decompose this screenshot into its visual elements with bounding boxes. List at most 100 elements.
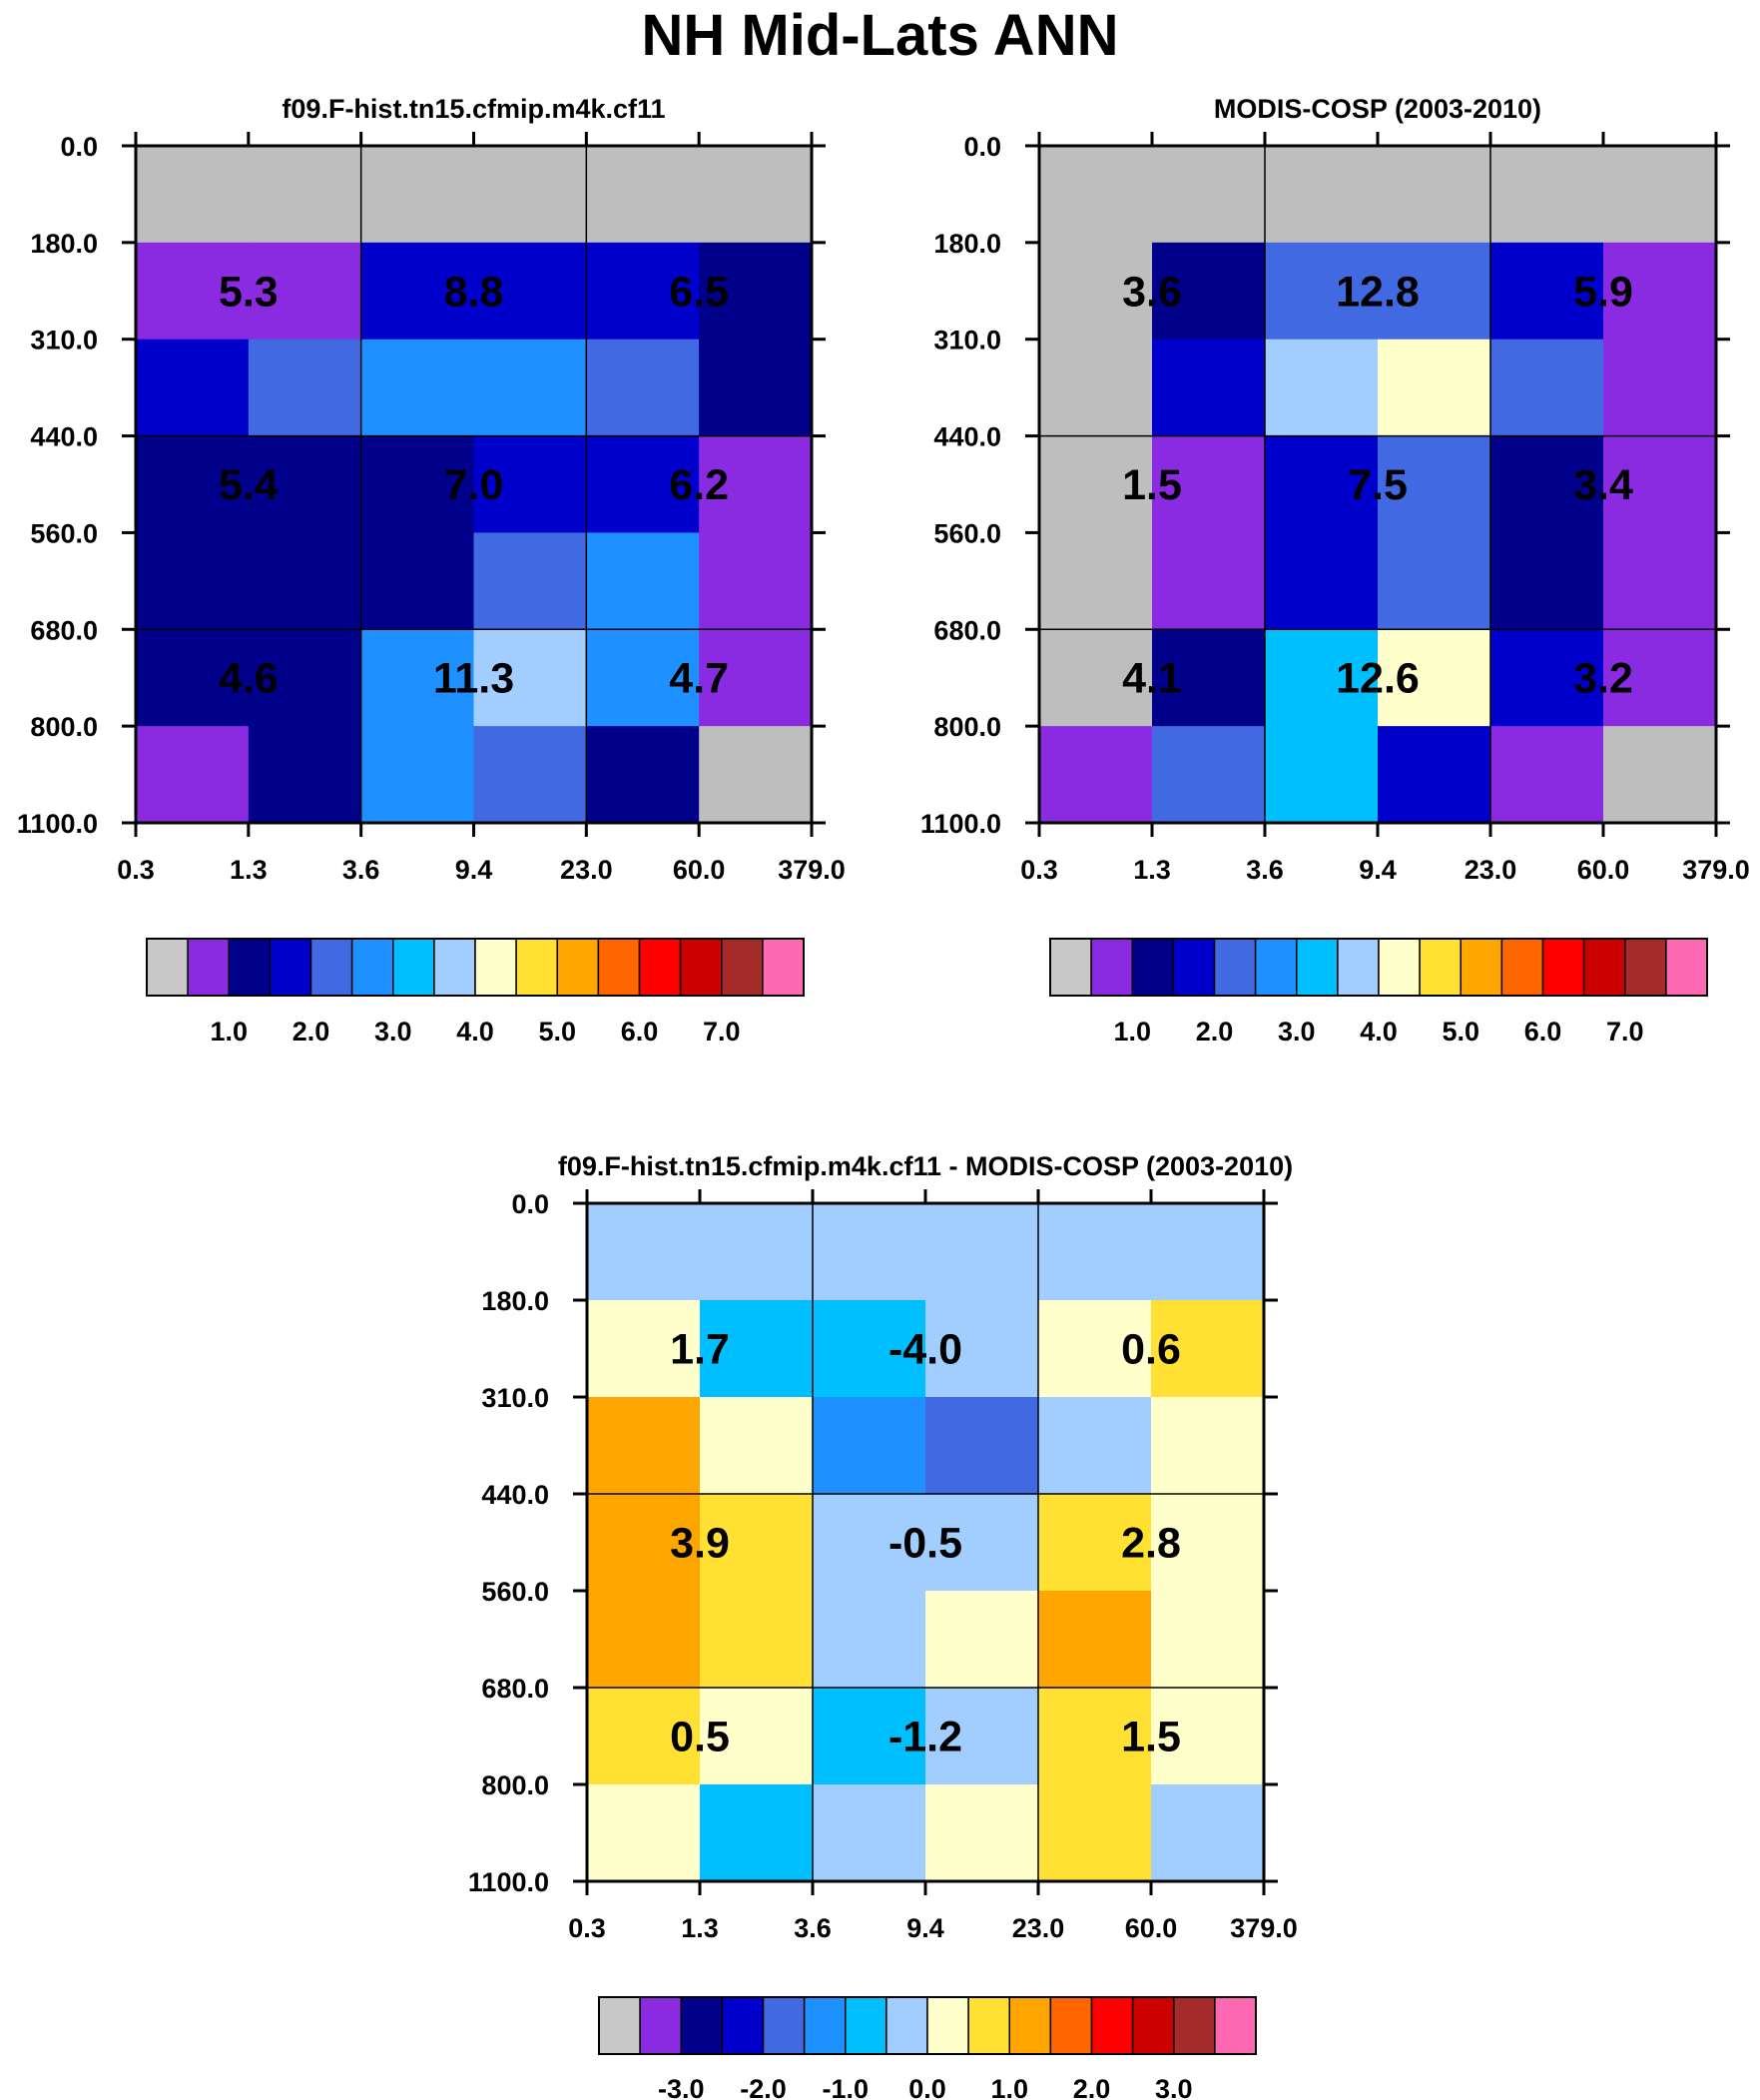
colorbar-swatch xyxy=(1173,1996,1216,2055)
y-tick-label: 680.0 xyxy=(933,615,1001,645)
colorbar-swatch xyxy=(1213,938,1257,997)
heatmap-cell xyxy=(699,532,813,630)
heatmap-cell xyxy=(1378,726,1491,824)
x-tick-label: 1.3 xyxy=(1133,855,1171,885)
colorbar-label: 3.0 xyxy=(374,1017,412,1047)
heatmap-cell xyxy=(1039,339,1153,437)
heatmap-cell xyxy=(587,1203,701,1301)
heatmap-cell xyxy=(700,1494,814,1592)
heatmap-cell xyxy=(587,1300,701,1398)
value-annotation: 12.8 xyxy=(1336,268,1420,316)
heatmap-cell xyxy=(1265,146,1379,244)
colorbar-label: 5.0 xyxy=(1442,1017,1479,1047)
colorbar-swatch xyxy=(556,938,600,997)
heatmap-cell xyxy=(1152,726,1266,824)
y-tick-label: 1100.0 xyxy=(920,809,1001,839)
colorbar-label: 2.0 xyxy=(1073,2074,1111,2100)
heatmap-cell xyxy=(1152,339,1266,437)
heatmap-cell xyxy=(700,1784,814,1882)
colorbar-swatch xyxy=(1131,938,1175,997)
colorbar-swatch xyxy=(1378,938,1421,997)
colorbar-swatch xyxy=(1254,938,1298,997)
colorbar-swatch xyxy=(474,938,517,997)
heatmap-cell xyxy=(1038,1688,1152,1785)
heatmap-cell xyxy=(136,146,250,244)
heatmap-cell xyxy=(586,726,700,824)
heatmap-cell xyxy=(1038,1203,1152,1301)
y-tick-label: 680.0 xyxy=(481,1674,549,1704)
colorbar-label: 4.0 xyxy=(1360,1017,1398,1047)
colorbar-swatch xyxy=(1049,1996,1093,2055)
colorbar-swatch xyxy=(638,938,682,997)
heatmap-cell xyxy=(1265,339,1379,437)
colorbar-swatch xyxy=(1131,1996,1175,2055)
colorbar-label: 2.0 xyxy=(293,1017,330,1047)
y-tick-label: 310.0 xyxy=(933,326,1001,355)
heatmap-cell xyxy=(587,1784,701,1882)
colorbar-swatch xyxy=(762,938,805,997)
colorbar-swatch xyxy=(515,938,558,997)
heatmap-cell xyxy=(248,532,362,630)
colorbar-swatch xyxy=(680,1996,724,2055)
heatmap-cell xyxy=(925,1300,1039,1398)
value-annotation: 3.9 xyxy=(670,1520,730,1568)
colorbar-label: 1.0 xyxy=(990,2074,1028,2100)
heatmap-cell xyxy=(1151,1494,1265,1592)
heatmap-cell xyxy=(1151,1203,1265,1301)
heatmap-cell xyxy=(1038,1591,1152,1689)
colorbar-swatch xyxy=(1460,938,1503,997)
heatmap-cell xyxy=(813,1688,926,1785)
heatmap-cell xyxy=(360,532,475,630)
colorbar-label: 6.0 xyxy=(621,1017,659,1047)
colorbar-swatch xyxy=(1541,938,1585,997)
heatmap-cell xyxy=(473,242,587,341)
heatmap-cell xyxy=(1152,532,1266,630)
value-annotation: 3.6 xyxy=(1122,268,1182,316)
heatmap-cell xyxy=(1039,435,1153,534)
heatmap-cell xyxy=(1378,146,1491,244)
colorbar-swatch xyxy=(1296,938,1339,997)
heatmap-cell xyxy=(1603,629,1717,727)
heatmap-cell xyxy=(813,1397,926,1495)
value-annotation: 6.2 xyxy=(669,461,729,509)
x-tick-label: 23.0 xyxy=(1465,855,1517,885)
heatmap-cell xyxy=(248,146,362,244)
heatmap-cell xyxy=(248,242,362,341)
value-annotation: 8.8 xyxy=(444,268,504,316)
heatmap-cell xyxy=(1151,1688,1265,1785)
heatmap-cell xyxy=(1038,1397,1152,1495)
colorbar-swatch xyxy=(1049,938,1092,997)
colorbar-swatch xyxy=(1500,938,1544,997)
heatmap-cell xyxy=(1039,532,1153,630)
y-tick-label: 0.0 xyxy=(511,1189,549,1219)
heatmap-cell xyxy=(699,629,813,727)
heatmap-cell xyxy=(700,1397,814,1495)
colorbar-frame xyxy=(146,938,805,997)
x-tick-label: 3.6 xyxy=(1246,855,1284,885)
colorbar: 1.0 2.0 3.0 4.0 5.0 6.0 7.0 xyxy=(1049,938,1708,1047)
value-annotation: 0.6 xyxy=(1121,1326,1181,1374)
y-tick-label: 180.0 xyxy=(30,229,98,259)
x-tick-label: 0.3 xyxy=(117,855,155,885)
heatmap-cell xyxy=(1039,629,1153,727)
colorbar-label: 1.0 xyxy=(1113,1017,1151,1047)
figure-title: NH Mid-Lats ANN xyxy=(641,3,1119,68)
heatmap-cell xyxy=(925,1688,1039,1785)
heatmap-cell xyxy=(1603,435,1717,534)
heatmap-cell xyxy=(1378,339,1491,437)
colorbar-label: 2.0 xyxy=(1196,1017,1234,1047)
colorbar-label: -1.0 xyxy=(822,2074,869,2100)
colorbar-swatch xyxy=(1582,938,1626,997)
heatmap-cell xyxy=(586,629,700,727)
heatmap-cell xyxy=(586,435,700,534)
colorbar-swatch xyxy=(309,938,353,997)
colorbar-swatch xyxy=(269,938,312,997)
colorbar-swatch xyxy=(1214,1996,1257,2055)
y-tick-label: 800.0 xyxy=(933,712,1001,742)
x-tick-label: 0.3 xyxy=(1020,855,1058,885)
heatmap-cell xyxy=(248,435,362,534)
heatmap-cell xyxy=(136,629,250,727)
heatmap-cell xyxy=(587,1591,701,1689)
y-tick-label: 440.0 xyxy=(30,422,98,452)
